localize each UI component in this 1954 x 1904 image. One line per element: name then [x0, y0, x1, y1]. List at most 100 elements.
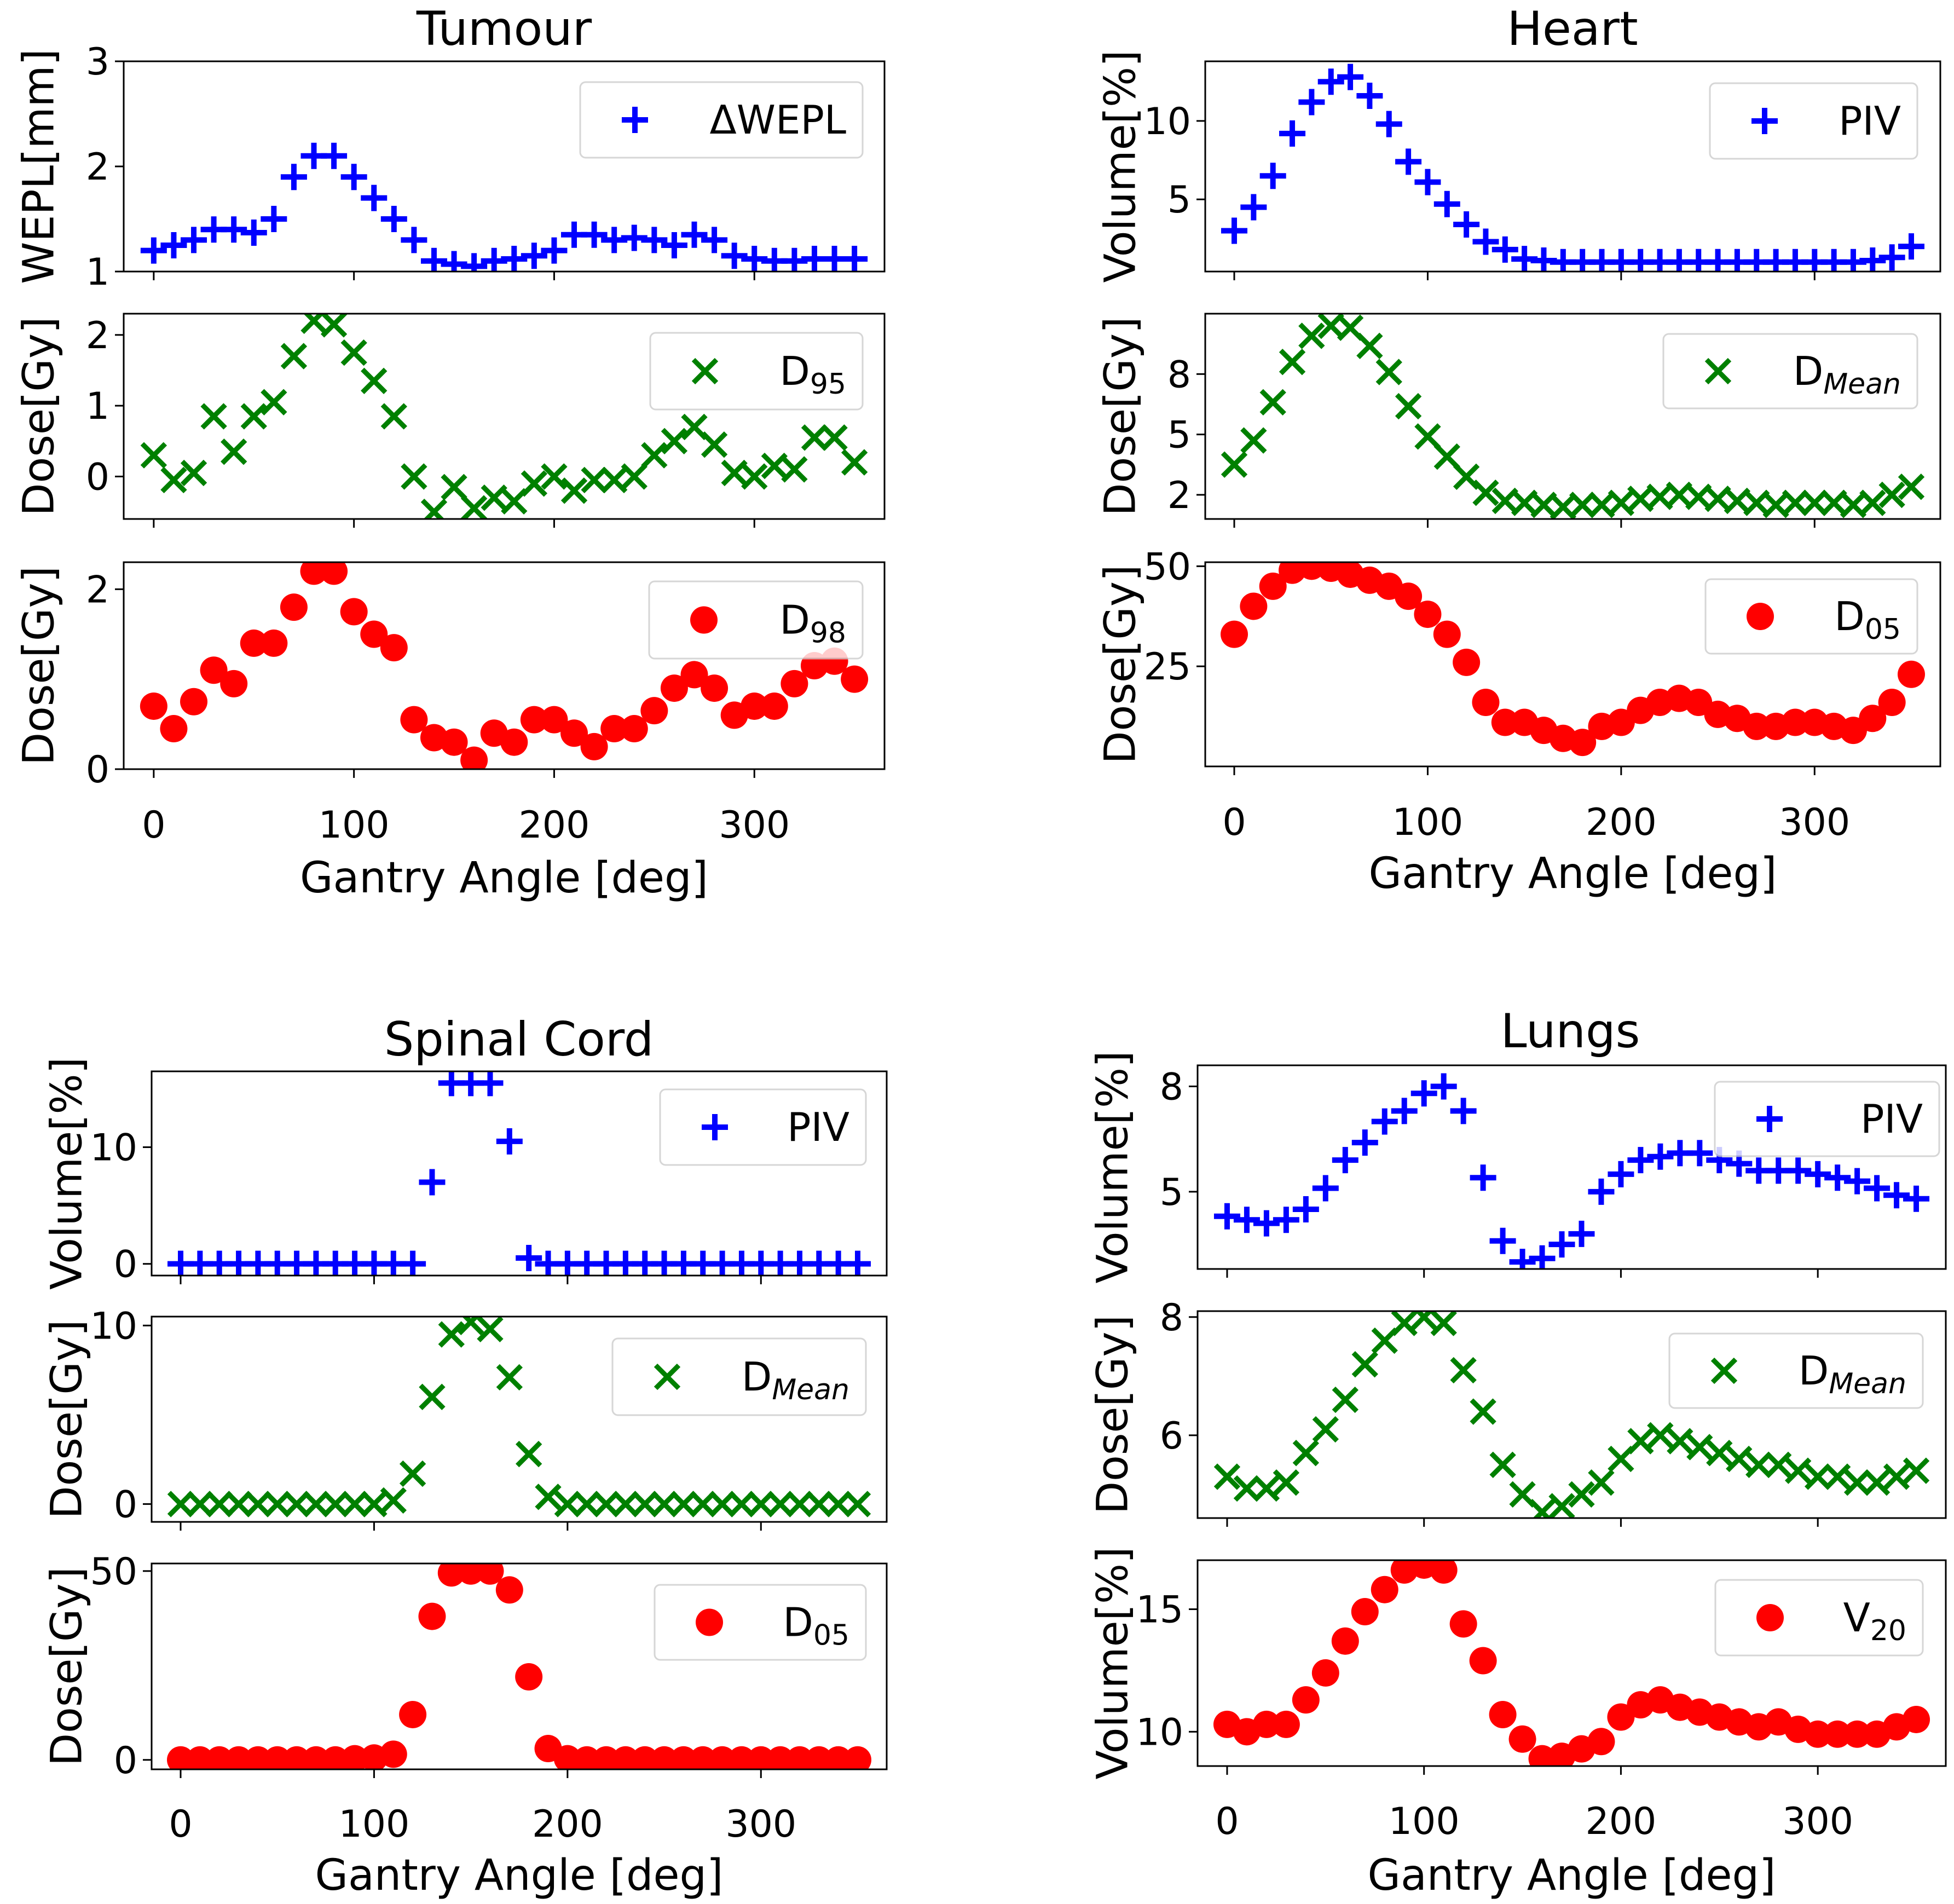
data-point	[1221, 451, 1248, 478]
y-tick-label: 10	[1143, 100, 1191, 143]
legend-label-main: PIV	[787, 1104, 849, 1150]
legend-label-main: D	[1793, 348, 1823, 394]
legend-label-main: D	[1799, 1348, 1829, 1394]
data-point	[379, 1740, 407, 1768]
data-point	[457, 1317, 484, 1335]
legend: D05	[1704, 578, 1918, 655]
legend-marker	[1756, 1604, 1784, 1631]
data-point	[843, 1746, 871, 1769]
legend: PIV	[1714, 1081, 1940, 1157]
data-point	[1469, 1647, 1497, 1675]
data-point	[180, 459, 207, 487]
data-point	[440, 728, 468, 756]
x-tick-label: 100	[1389, 1800, 1460, 1843]
data-point	[701, 674, 729, 702]
y-tick-label: 8	[1167, 353, 1191, 396]
y-tick-label: 0	[114, 1483, 137, 1526]
legend-label-subscript: 98	[810, 617, 846, 650]
data-point	[1317, 68, 1344, 95]
data-point	[1433, 443, 1460, 470]
data-point	[1213, 1203, 1240, 1230]
data-point	[661, 428, 688, 454]
y-tick-label: 25	[1143, 645, 1191, 689]
data-point	[721, 243, 748, 269]
data-point	[1433, 191, 1460, 217]
data-point	[1667, 1428, 1693, 1455]
data-point	[1569, 492, 1596, 518]
series-markers	[1221, 562, 1925, 757]
y-axis-label: Volume[%]	[1088, 1547, 1137, 1779]
data-point	[1312, 1416, 1339, 1443]
y-axis-label: Dose[Gy]	[1096, 317, 1145, 516]
plot-frame	[123, 561, 886, 770]
data-point	[581, 221, 608, 248]
data-point	[1430, 1560, 1458, 1584]
data-point	[520, 706, 548, 734]
data-point	[515, 1440, 542, 1468]
legend-label: V20	[1843, 1595, 1906, 1647]
data-point	[477, 1317, 504, 1343]
data-point	[1883, 1182, 1910, 1209]
legend-label-subscript: 20	[1870, 1614, 1906, 1647]
data-point	[1470, 1164, 1496, 1191]
data-point	[660, 674, 688, 702]
data-point	[1240, 592, 1268, 620]
data-point	[1259, 389, 1286, 416]
data-point	[321, 142, 348, 169]
data-point	[1273, 1469, 1300, 1496]
data-point	[477, 1071, 504, 1097]
x-tick-label: 300	[719, 804, 790, 847]
data-point	[821, 424, 848, 451]
legend-label: DMean	[1793, 348, 1901, 401]
data-point	[1213, 1463, 1241, 1490]
data-point	[140, 237, 167, 264]
data-point	[1273, 1207, 1299, 1233]
data-point	[1395, 393, 1422, 420]
data-point	[1489, 1227, 1516, 1254]
data-point	[1332, 1147, 1358, 1174]
data-point	[841, 245, 868, 272]
data-point	[361, 367, 388, 395]
data-point	[1279, 120, 1306, 147]
legend: DMean	[611, 1337, 867, 1416]
data-point	[1864, 1175, 1891, 1202]
data-point	[1470, 1398, 1496, 1425]
data-point	[1587, 1728, 1615, 1756]
data-point	[418, 1602, 446, 1630]
data-point	[160, 715, 188, 743]
data-point	[540, 706, 568, 734]
data-point	[761, 452, 788, 480]
data-point	[680, 661, 708, 689]
data-point	[781, 670, 808, 697]
legend-label: D05	[1834, 593, 1901, 646]
data-point	[661, 232, 687, 258]
data-point	[841, 449, 868, 476]
data-point	[280, 164, 307, 191]
panel-tumour-1: 1 2 3 WEPL[mm] ΔWEPL	[14, 41, 886, 294]
data-point	[1292, 1196, 1319, 1222]
y-axis-label: WEPL[mm]	[14, 49, 63, 284]
data-point	[495, 1576, 523, 1604]
data-point	[1395, 582, 1423, 610]
x-tick-label: 0	[1215, 1800, 1239, 1843]
data-point	[600, 715, 628, 743]
data-point	[1259, 572, 1287, 600]
legend-label-main: PIV	[1860, 1096, 1923, 1142]
data-point	[280, 343, 308, 370]
legend-label-subscript: Mean	[1823, 368, 1901, 401]
legend-label: DMean	[1799, 1348, 1906, 1400]
data-point	[1608, 1161, 1634, 1187]
legend-marker	[1704, 357, 1732, 385]
data-point	[1259, 163, 1286, 189]
data-point	[1548, 1231, 1575, 1258]
x-tick-label: 100	[339, 1803, 410, 1846]
series-markers	[167, 1563, 871, 1769]
data-point	[419, 1383, 446, 1410]
data-point	[841, 665, 869, 693]
data-point	[496, 1364, 523, 1391]
legend-label: D98	[779, 597, 846, 650]
data-point	[515, 1663, 543, 1690]
